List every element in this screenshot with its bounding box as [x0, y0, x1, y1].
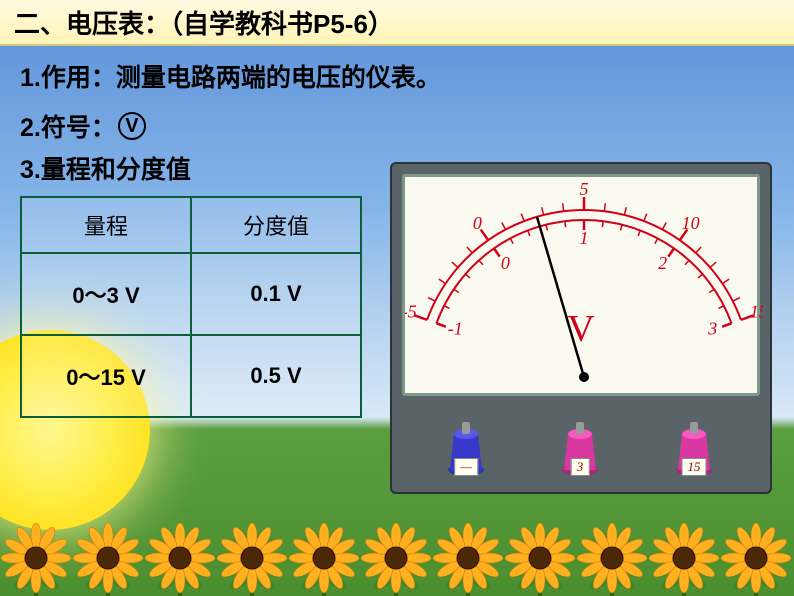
cell-range-1: 0～3 V [21, 253, 191, 335]
point-2: 2.符号： V [20, 108, 774, 144]
point-3: 3.量程和分度值 [20, 150, 774, 186]
content-area: 1.作用：测量电路两端的电压的仪表。 2.符号： V 3.量程和分度值 量程 分… [0, 46, 794, 430]
table-row: 0～15 V 0.5 V [21, 335, 361, 417]
cell-division-2: 0.5 V [191, 335, 361, 417]
terminal-neg-label: — [454, 458, 478, 476]
section-header: 二、电压表：（自学教科书P5-6） [0, 0, 794, 46]
header-title: 二、电压表：（自学教科书P5-6） [14, 4, 394, 41]
voltmeter-symbol-icon: V [118, 112, 146, 140]
range-table: 量程 分度值 0～3 V 0.1 V 0～15 V 0.5 V [20, 196, 362, 418]
cell-division-1: 0.1 V [191, 253, 361, 335]
point-1-text: 测量电路两端的电压的仪表。 [116, 64, 441, 92]
terminal-15-label: 15 [682, 458, 707, 476]
table-header-row: 量程 分度值 [21, 197, 361, 253]
terminal-3-label: 3 [571, 458, 590, 476]
point-2-prefix: 2.符号： [20, 108, 116, 144]
sunflowers-icon [0, 506, 794, 596]
cell-range-2: 0～15 V [21, 335, 191, 417]
col-division-header: 分度值 [191, 197, 361, 253]
table-row: 0～3 V 0.1 V [21, 253, 361, 335]
col-range-header: 量程 [21, 197, 191, 253]
point-1-prefix: 1.作用： [20, 64, 116, 92]
flower-decoration [0, 506, 794, 596]
point-1: 1.作用：测量电路两端的电压的仪表。 [20, 58, 774, 94]
